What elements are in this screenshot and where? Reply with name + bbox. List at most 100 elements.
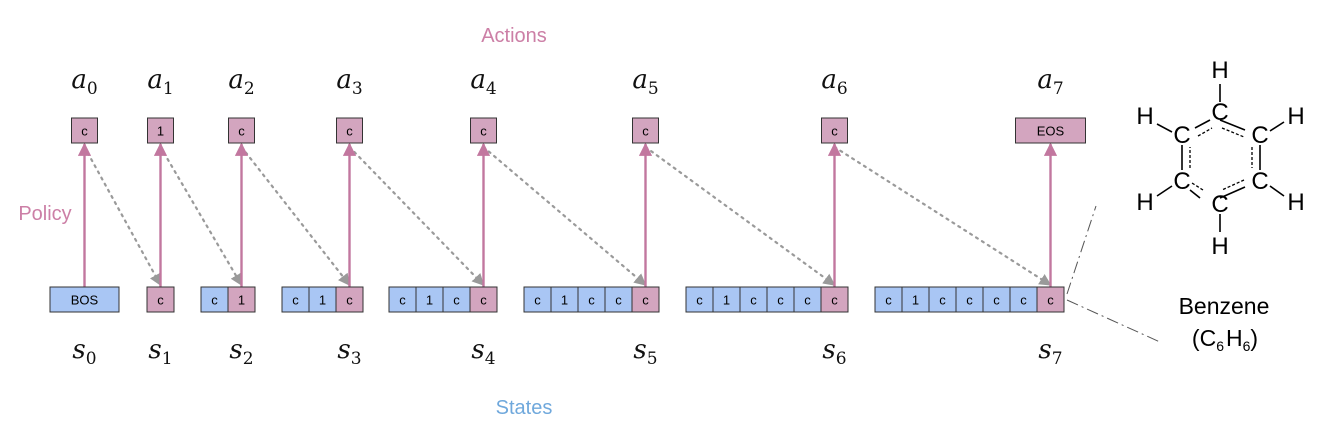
connector-line-lower [1066, 299, 1161, 343]
state-token-text: c [831, 293, 838, 308]
action-token-text: 1 [157, 124, 164, 139]
benzene-structure-icon: C C C C C C H H H H H H [1136, 57, 1304, 260]
state-token-cell [281, 286, 310, 313]
action-token-cell [821, 117, 848, 144]
state-variable: s6 [822, 335, 846, 369]
state-token-text: c [399, 293, 406, 308]
atom-hydrogen: H [1287, 189, 1304, 216]
state-sequence: c 1 c c c c [685, 286, 849, 313]
state-token-text: c [777, 293, 784, 308]
state-token-cell [793, 286, 822, 313]
action-variable: a6 [821, 65, 847, 99]
state-variable-labels: s0 s1 s2 s3 s4 s5 s6 s7 [72, 335, 1062, 369]
formula-sub-hydrogen: 6 [1243, 338, 1251, 354]
action-variable: a7 [1037, 65, 1063, 99]
formula-open: (C [1192, 325, 1216, 351]
state-token-cell [227, 286, 256, 313]
state-token-cell [820, 286, 849, 313]
atom-carbon: C [1173, 168, 1190, 195]
state-token-cell [523, 286, 552, 313]
transition-arrow [833, 145, 1052, 287]
state-token-text: c [211, 293, 218, 308]
atom-hydrogen: H [1136, 103, 1153, 130]
action-token-text: EOS [1037, 124, 1065, 139]
actions-heading: Actions [481, 25, 547, 47]
state-token-cell [928, 286, 957, 313]
action-token-cell [147, 117, 174, 144]
action-variable: a1 [147, 65, 173, 99]
state-token-text: c [804, 293, 811, 308]
state-variable: s5 [633, 335, 657, 369]
state-token-cell [49, 286, 120, 313]
state-token-cell [712, 286, 741, 313]
transition-arrow [159, 145, 243, 287]
state-token-cell [415, 286, 444, 313]
state-token-text: c [993, 293, 1000, 308]
state-variable: s7 [1038, 335, 1062, 369]
atom-hydrogen: H [1211, 57, 1228, 84]
action-variable: a3 [336, 65, 362, 99]
state-token-text: 1 [723, 293, 730, 308]
state-token-cell [1036, 286, 1065, 313]
state-token-cell [335, 286, 364, 313]
action-token-text: c [831, 124, 838, 139]
state-token-cell [604, 286, 633, 313]
molecule-formula: (C6H6) [1192, 325, 1258, 354]
policy-arrows [77, 142, 1058, 287]
state-token-text: c [1047, 293, 1054, 308]
action-token-text: c [81, 124, 88, 139]
state-token-text: c [696, 293, 703, 308]
state-sequence: c 1 c c [388, 286, 498, 313]
state-token-text: c [750, 293, 757, 308]
formula-sub-carbon: 6 [1216, 338, 1224, 354]
molecule-name: Benzene [1179, 293, 1270, 319]
state-variable: s0 [72, 335, 96, 369]
formula-close: ) [1250, 325, 1258, 351]
action-token-cell [336, 117, 363, 144]
state-token-cell [901, 286, 930, 313]
action-variable: a2 [228, 65, 254, 99]
action-variable-labels: a0 a1 a2 a3 a4 a5 a6 a7 [71, 65, 1063, 99]
state-token-text: c [588, 293, 595, 308]
atom-hydrogen: H [1211, 233, 1228, 260]
state-token-cell [739, 286, 768, 313]
state-token-text: c [642, 293, 649, 308]
connector-line-upper [1066, 205, 1097, 295]
state-sequence: BOS [49, 286, 120, 313]
atom-carbon: C [1211, 191, 1228, 218]
action-token-text: c [642, 124, 649, 139]
state-token-cell [982, 286, 1011, 313]
action-token-cell [470, 117, 497, 144]
state-token-cell [874, 286, 903, 313]
state-variable: s2 [229, 335, 253, 369]
action-token-cell [71, 117, 98, 144]
state-token-cell [308, 286, 337, 313]
action-token-text: c [346, 124, 353, 139]
transition-arrow [240, 145, 351, 287]
state-sequences: BOS c c 1 c 1 c c 1 c c c 1 c c c c 1 c c c c c 1 c c c c c [49, 286, 1065, 313]
action-variable: a4 [470, 65, 496, 99]
state-token-text: c [885, 293, 892, 308]
state-token-cell [469, 286, 498, 313]
state-token-text: BOS [71, 293, 99, 308]
action-tokens: c 1 c c c c c EOS [71, 117, 1086, 144]
state-token-text: c [534, 293, 541, 308]
formula-hydrogen: H [1226, 325, 1243, 351]
state-variable: s4 [471, 335, 495, 369]
state-token-cell [388, 286, 417, 313]
state-sequence: c 1 c c c c c [874, 286, 1065, 313]
transition-arrow [83, 145, 162, 287]
transition-arrow [482, 145, 647, 287]
state-token-text: c [157, 293, 164, 308]
transition-arrows [83, 145, 1052, 287]
state-token-cell [631, 286, 660, 313]
state-variable: s1 [148, 335, 172, 369]
transition-arrow [644, 145, 836, 287]
state-token-text: c [292, 293, 299, 308]
atom-carbon: C [1251, 168, 1268, 195]
state-token-cell [146, 286, 175, 313]
state-variable: s3 [337, 335, 361, 369]
state-sequence: c [146, 286, 175, 313]
state-token-cell [685, 286, 714, 313]
